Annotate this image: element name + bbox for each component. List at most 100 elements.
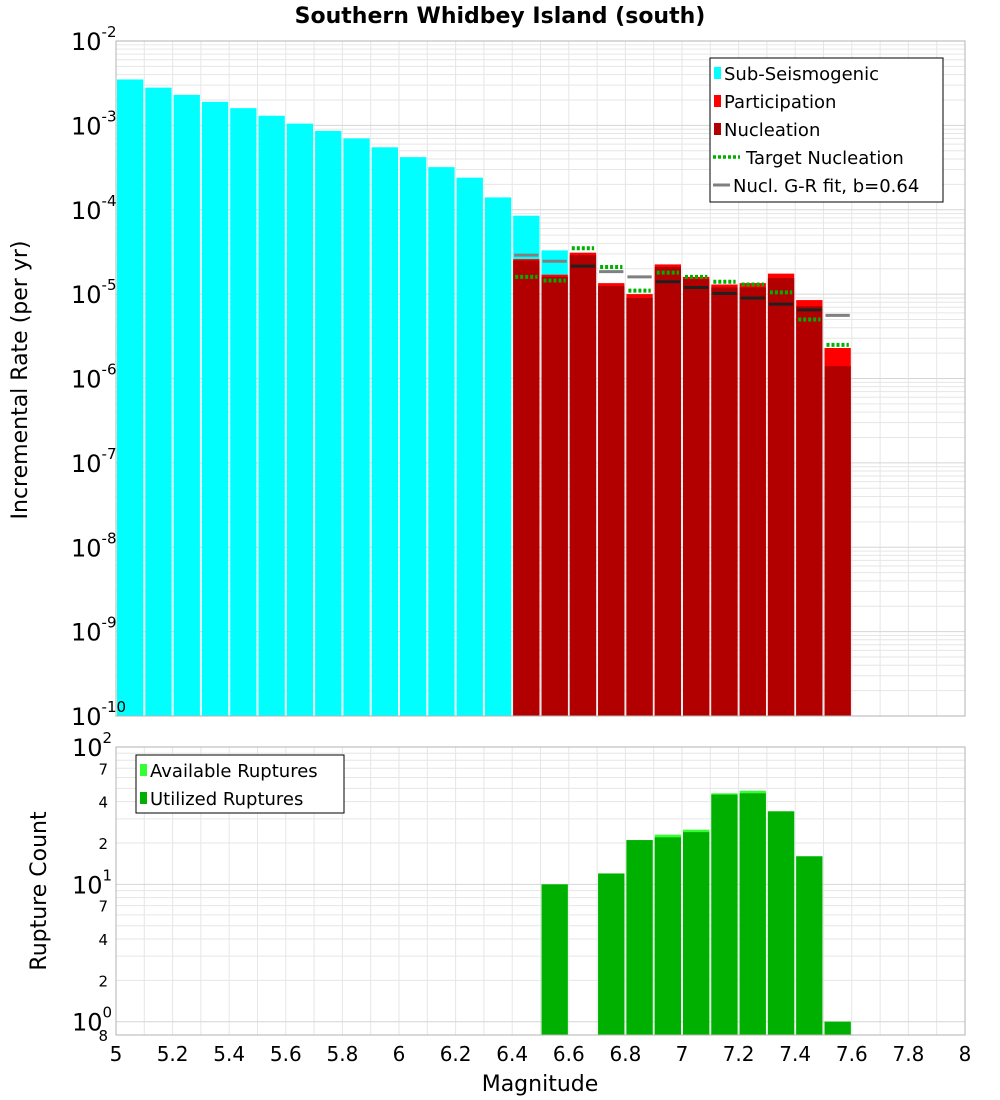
bar-sub-seismogenic [343,138,370,717]
bottom-y-axis-label: Rupture Count [27,811,52,971]
top-y-axis-label: Incremental Rate (per yr) [8,241,33,520]
legend-label-participation: Participation [724,92,836,113]
bar-sub-seismogenic [258,115,285,716]
legend-swatch-available [140,764,147,776]
bar-nucleation [683,279,710,716]
x-tick-label: 6 [393,1042,406,1066]
bar-sub-seismogenic [201,101,229,716]
bottom-y-minor-tick-label: 7 [98,760,108,778]
top-panel: 10-10 10-9 10-8 10-7 10-6 10-5 10-4 10-3 10-2 In… [8,23,966,731]
bar-utilized [683,832,710,1035]
bar-nucleation [598,285,625,716]
bottom-plot-frame [115,746,966,1036]
x-tick-label: 7 [676,1042,689,1066]
bottom-y-tick-label: 101 [72,866,112,899]
bar-nucleation [796,306,823,716]
top-y-tick-label: 10-6 [71,361,117,394]
x-tick-label: 6.4 [496,1042,528,1066]
bar-sub-seismogenic [117,79,144,717]
top-y-tick-label: 10-5 [71,276,117,309]
bottom-y-minor-tick-label: 4 [98,931,108,949]
x-tick-label: 7.4 [779,1042,811,1066]
bar-sub-seismogenic [286,123,314,716]
legend-swatch-nucleation [714,123,721,135]
bar-nucleation [654,266,681,716]
x-tick-label: 8 [959,1042,972,1066]
top-y-tick-label: 10-3 [71,107,117,140]
bottom-y-minor-tick-label: 2 [98,835,108,853]
x-tick-label: 6.2 [440,1042,472,1066]
bar-nucleation [739,287,766,716]
bar-sub-seismogenic [145,87,172,716]
bar-sub-seismogenic [400,157,427,717]
bottom-panel: 100 101 102 8 2 4 7 2 4 7 5 5.2 5.4 5.6 5.8 6 6.2 6.4 6.6… [27,729,971,1097]
bottom-legend-box [135,754,345,814]
x-tick-label: 5.8 [326,1042,358,1066]
x-tick-label: 6.8 [609,1042,641,1066]
bottom-y-tick-label: 100 [72,1004,112,1037]
bar-sub-seismogenic [484,197,512,717]
legend-label-nucleation: Nucleation [724,120,820,141]
x-tick-label: 7.2 [723,1042,755,1066]
top-legend: Sub-Seismogenic Participation Nucleation… [709,57,944,203]
x-tick-label: 6.6 [553,1042,585,1066]
bar-utilized [626,840,653,1035]
bar-utilized [598,873,625,1035]
bar-utilized [739,793,766,1035]
top-plot-frame [115,40,966,717]
legend-swatch-participation [714,95,721,107]
legend-swatch-utilized [140,792,147,804]
bar-nucleation [767,278,795,716]
bar-sub-seismogenic [315,130,342,717]
bar-nucleation [824,366,851,716]
top-y-tick-label: 10-4 [71,192,117,225]
top-bars [117,79,851,717]
top-lines [514,246,850,347]
bar-utilized [767,811,795,1035]
x-tick-label: 7.8 [892,1042,924,1066]
bar-utilized [654,837,681,1035]
x-tick-label: 5.4 [213,1042,245,1066]
bottom-y-minor-tick-label: 4 [98,794,108,812]
bar-nucleation [569,255,597,716]
bar-sub-seismogenic [456,177,483,716]
legend-label-utilized: Utilized Ruptures [150,789,303,810]
top-y-tick-label: 10-9 [71,614,117,647]
bottom-legend: Available Ruptures Utilized Ruptures [135,754,345,814]
legend-label-target-nucleation: Target Nucleation [745,148,904,169]
top-grid [115,41,966,717]
bar-sub-seismogenic [173,94,200,716]
top-y-tick-labels: 10-10 10-9 10-8 10-7 10-6 10-5 10-4 10-3 10-2 [71,23,126,731]
bottom-bars [541,790,851,1035]
x-tick-label: 5.2 [157,1042,189,1066]
bottom-y-tick-label: 102 [72,729,112,762]
bar-nucleation [541,276,568,716]
bar-nucleation [513,260,540,716]
bottom-y-minor-tick-label: 8 [98,1027,108,1045]
top-y-tick-label: 10-7 [71,445,117,478]
legend-swatch-sub-seismogenic [714,67,721,79]
top-y-tick-label: 10-10 [71,698,126,731]
x-tick-label: 5 [110,1042,123,1066]
bottom-y-minor-tick-label: 7 [98,898,108,916]
bar-sub-seismogenic [230,108,257,717]
legend-label-sub-seismogenic: Sub-Seismogenic [724,64,879,85]
x-tick-label: 5.6 [270,1042,302,1066]
legend-label-available: Available Ruptures [150,761,318,782]
chart-title: Southern Whidbey Island (south) [295,4,706,29]
bar-nucleation [711,287,738,716]
bar-sub-seismogenic [428,167,455,716]
top-y-tick-label: 10-2 [71,23,117,56]
top-legend-box [709,57,944,203]
legend-label-gr-fit: Nucl. G-R fit, b=0.64 [733,176,919,197]
bar-utilized [541,884,568,1035]
top-y-tick-label: 10-8 [71,529,117,562]
bar-nucleation [626,297,653,716]
bar-utilized [824,1021,851,1035]
bar-utilized [711,794,738,1035]
x-axis-label: Magnitude [482,1072,599,1097]
bar-utilized [796,856,823,1035]
bar-sub-seismogenic [371,147,398,717]
x-tick-labels: 5 5.2 5.4 5.6 5.8 6 6.2 6.4 6.6 6.8 7 7.2 7.4 7.6 7.8 8 [110,1042,972,1066]
